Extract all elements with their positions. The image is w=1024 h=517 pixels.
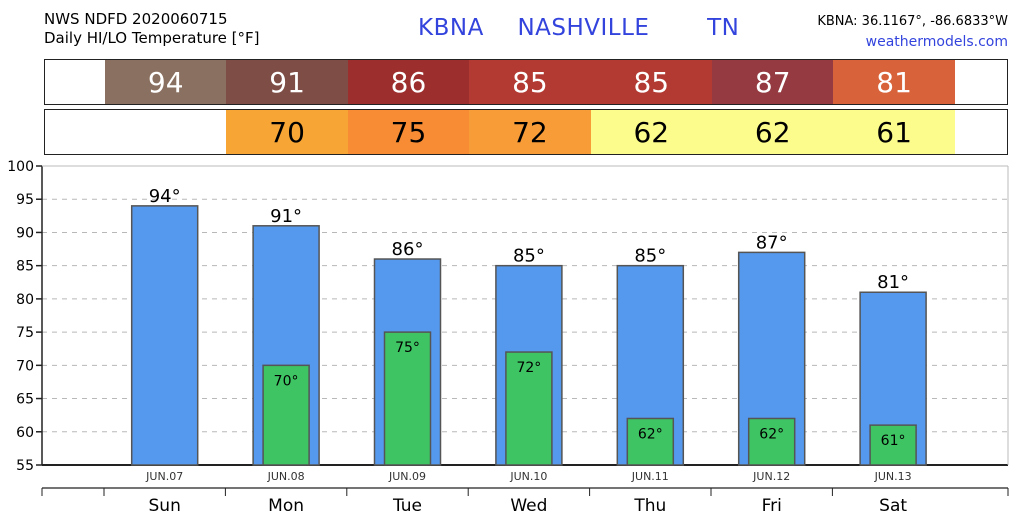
site-link[interactable]: weathermodels.com [865,34,1008,50]
low-temp-bar [747,417,796,466]
date-label: JUN.10 [509,470,547,483]
high-temp-label: 85° [513,246,545,267]
y-tick-label: 75 [16,325,34,341]
y-tick-label: 55 [16,458,34,474]
high-temp-label: 85° [634,246,666,267]
date-label: JUN.07 [145,470,183,483]
product-title: Daily HI/LO Temperature [°F] [44,29,260,47]
date-label: JUN.13 [874,470,912,483]
high-temp-cell: 91 [226,60,348,104]
y-tick-label: 85 [16,259,34,275]
low-temp-cell: 75 [347,110,470,154]
low-temp-cell: 62 [590,110,712,154]
day-label: Sun [149,496,181,516]
date-label: JUN.11 [631,470,669,483]
high-temp-bar [130,205,199,466]
y-tick-label: 60 [16,425,34,441]
low-temp-label: 61° [881,433,906,449]
high-temp-cell: 87 [712,60,834,104]
y-tick-label: 100 [7,159,34,175]
low-temp-cell: 72 [469,110,591,154]
y-tick-label: 90 [16,225,34,241]
high-temp-cell: 85 [590,60,712,104]
high-temp-label: 91° [270,206,302,227]
low-temp-bar [626,417,675,466]
high-temp-cell: 85 [469,60,591,104]
low-temp-label: 62° [638,426,663,442]
high-temp-cell: 94 [105,60,227,104]
low-temp-bar [383,331,432,466]
station-city: NASHVILLE [517,15,650,41]
low-temp-strip: 70 75 72 62 62 61 [44,109,1008,155]
high-temp-cell: 86 [347,60,470,104]
y-tick-label: 80 [16,292,34,308]
high-temp-label: 86° [392,239,424,260]
low-temp-label: 72° [516,360,541,376]
day-label: Tue [392,496,422,516]
chart-header-right: KBNA: 36.1167°, -86.6833°W weathermodels… [817,12,1008,52]
date-label: JUN.08 [267,470,305,483]
low-temp-cell: 62 [712,110,834,154]
day-label: Mon [268,496,304,516]
y-tick-label: 95 [16,192,34,208]
day-label: Thu [633,496,666,516]
high-temp-label: 94° [149,186,181,207]
low-temp-bar [262,364,310,466]
low-temp-label: 70° [274,373,299,389]
low-temp-bar [869,424,917,466]
day-label: Wed [510,496,547,516]
low-temp-cell: 61 [833,110,955,154]
low-temp-cell [105,110,227,154]
station-state: TN [707,15,740,41]
low-temp-label: 75° [395,340,420,356]
high-temp-label: 81° [877,272,909,293]
station-title: KBNA NASHVILLE TN [418,15,739,41]
high-temp-label: 87° [756,232,788,253]
y-tick-label: 65 [16,392,34,408]
y-tick-label: 70 [16,358,34,374]
product-line: NWS NDFD 2020060715 [44,10,228,28]
date-label: JUN.12 [752,470,790,483]
low-temp-bar [505,351,553,466]
high-temp-cell: 81 [833,60,955,104]
chart-header-left: NWS NDFD 2020060715 Daily HI/LO Temperat… [44,10,260,48]
day-label: Sat [879,496,907,516]
temperature-bar-chart: 55 60 65 70 75 80 85 90 95 100 94° JUN.07 Sun 91° 70° J… [7,159,1009,516]
low-temp-label: 62° [759,426,784,442]
station-coords: KBNA: 36.1167°, -86.6833°W [817,14,1008,29]
low-temp-cell: 70 [226,110,348,154]
high-temp-strip: 94 91 86 85 85 87 81 [44,59,1008,105]
day-label: Fri [762,496,782,516]
date-label: JUN.09 [388,470,426,483]
station-id: KBNA [418,15,484,41]
